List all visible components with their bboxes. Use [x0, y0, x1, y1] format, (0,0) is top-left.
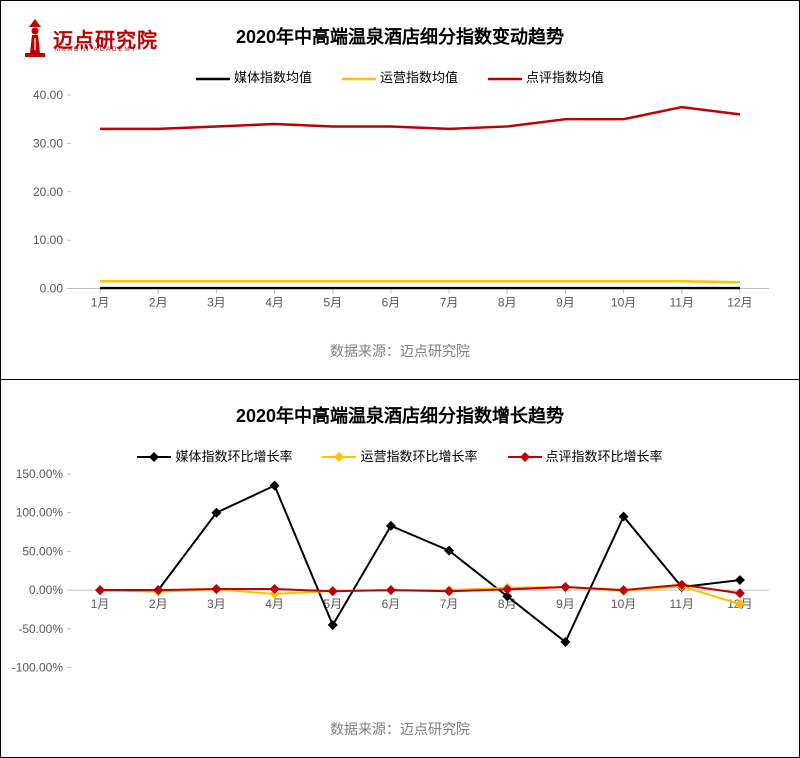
legend-item: 运营指数环比增长率 — [322, 446, 477, 465]
logo-subtext: MEADIN ACADEMY — [55, 47, 137, 53]
series-marker — [444, 586, 454, 596]
legend-label: 媒体指数均值 — [234, 67, 312, 86]
chart-panel-1: 迈点研究院 MEADIN ACADEMY 2020年中高端温泉酒店细分指数变动趋… — [1, 1, 799, 380]
series-marker — [211, 583, 221, 593]
series-line — [100, 485, 740, 641]
x-tick-label: 12月 — [727, 296, 752, 310]
y-tick-label: 0.00% — [29, 583, 63, 597]
legend-label: 点评指数均值 — [526, 67, 604, 86]
x-tick-label: 3月 — [207, 296, 226, 310]
lighthouse-icon — [21, 19, 49, 57]
y-tick-label: 50.00% — [22, 544, 63, 558]
x-tick-label: 11月 — [670, 597, 694, 611]
x-tick-label: 2月 — [149, 597, 168, 611]
x-tick-label: 10月 — [611, 597, 636, 611]
chart1-plot: 0.0010.0020.0030.0040.001月2月3月4月5月6月7月8月… — [71, 91, 769, 309]
x-tick-label: 6月 — [382, 296, 401, 310]
legend-item: 媒体指数环比增长率 — [137, 446, 292, 465]
x-tick-label: 8月 — [498, 296, 517, 310]
charts-container: 迈点研究院 MEADIN ACADEMY 2020年中高端温泉酒店细分指数变动趋… — [0, 0, 800, 758]
legend-swatch — [322, 450, 356, 460]
brand-logo: 迈点研究院 MEADIN ACADEMY — [21, 19, 158, 57]
x-tick-label: 1月 — [91, 597, 110, 611]
chart2-plot: -100.00%-50.00%0.00%50.00%100.00%150.00%… — [71, 470, 769, 688]
series-marker — [95, 585, 105, 595]
x-tick-label: 4月 — [265, 296, 284, 310]
x-tick-label: 1月 — [91, 296, 110, 310]
x-tick-label: 11月 — [670, 296, 694, 310]
legend-item: 媒体指数均值 — [196, 67, 312, 86]
chart1-legend: 媒体指数均值 运营指数均值 点评指数均值 — [1, 67, 799, 86]
y-tick-label: 150.00% — [16, 466, 64, 480]
x-tick-label: 2月 — [149, 296, 168, 310]
x-tick-label: 3月 — [207, 597, 226, 611]
legend-swatch — [488, 72, 522, 82]
chart1-source: 数据来源：迈点研究院 — [1, 341, 799, 361]
y-tick-label: 40.00 — [33, 88, 63, 102]
y-tick-label: -50.00% — [18, 621, 63, 635]
x-tick-label: 9月 — [556, 597, 575, 611]
chart-panel-2: 2020年中高端温泉酒店细分指数增长趋势 媒体指数环比增长率 运营指数环比增长率 点… — [1, 380, 799, 758]
chart2-source: 数据来源：迈点研究院 — [1, 719, 799, 739]
series-line — [100, 107, 740, 129]
x-tick-label: 7月 — [440, 296, 459, 310]
x-tick-label: 6月 — [382, 597, 401, 611]
legend-swatch — [137, 450, 171, 460]
series-marker — [735, 575, 745, 585]
legend-item: 运营指数均值 — [342, 67, 458, 86]
y-tick-label: -100.00% — [12, 660, 64, 674]
chart2-legend: 媒体指数环比增长率 运营指数环比增长率 点评指数环比增长率 — [1, 446, 799, 465]
x-tick-label: 4月 — [265, 597, 284, 611]
legend-item: 点评指数环比增长率 — [508, 446, 663, 465]
legend-item: 点评指数均值 — [488, 67, 604, 86]
y-tick-label: 0.00 — [40, 282, 64, 296]
y-tick-label: 30.00 — [33, 136, 63, 150]
series-marker — [270, 583, 280, 593]
legend-swatch — [196, 72, 230, 82]
legend-label: 点评指数环比增长率 — [546, 446, 663, 465]
series-marker — [619, 585, 629, 595]
x-tick-label: 10月 — [611, 296, 636, 310]
legend-label: 媒体指数环比增长率 — [175, 446, 292, 465]
chart2-title: 2020年中高端温泉酒店细分指数增长趋势 — [1, 380, 799, 428]
legend-label: 运营指数环比增长率 — [360, 446, 477, 465]
x-tick-label: 9月 — [556, 296, 575, 310]
legend-swatch — [342, 72, 376, 82]
y-tick-label: 100.00% — [16, 505, 64, 519]
x-tick-label: 5月 — [323, 296, 342, 310]
series-marker — [386, 585, 396, 595]
x-tick-label: 7月 — [440, 597, 459, 611]
series-marker — [328, 619, 338, 629]
y-tick-label: 20.00 — [33, 185, 63, 199]
legend-swatch — [508, 450, 542, 460]
series-marker — [328, 586, 338, 596]
series-marker — [270, 480, 280, 490]
y-tick-label: 10.00 — [33, 233, 63, 247]
series-line — [100, 584, 740, 593]
legend-label: 运营指数均值 — [380, 67, 458, 86]
series-marker — [386, 520, 396, 530]
series-line — [100, 281, 740, 282]
